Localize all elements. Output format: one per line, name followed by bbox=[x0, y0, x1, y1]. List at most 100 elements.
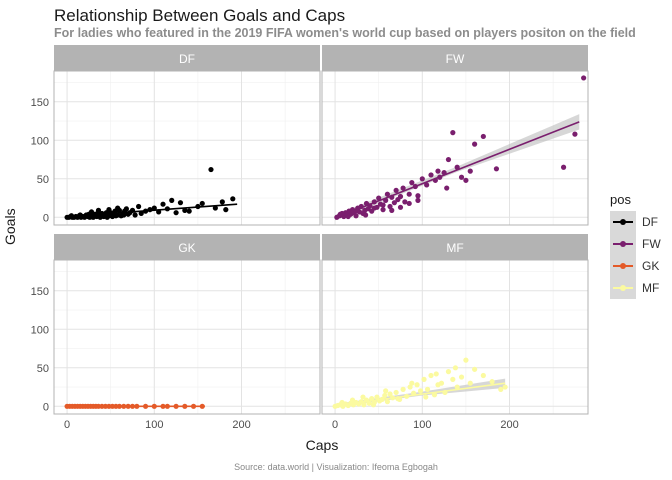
data-point-fw bbox=[581, 75, 587, 81]
data-point-df bbox=[115, 205, 121, 211]
data-point-df bbox=[169, 197, 175, 203]
data-point-fw bbox=[463, 177, 469, 183]
data-point-mf bbox=[467, 380, 473, 386]
y-tick-label: 100 bbox=[31, 135, 49, 147]
x-tick-label: 100 bbox=[145, 419, 163, 431]
legend-item-df: DF bbox=[610, 211, 661, 233]
data-point-df bbox=[223, 207, 229, 213]
data-point-mf bbox=[360, 394, 366, 400]
data-point-mf bbox=[463, 357, 469, 363]
facet-border-gk bbox=[53, 259, 321, 415]
legend-key-gk bbox=[610, 255, 636, 277]
data-point-fw bbox=[415, 193, 421, 199]
data-point-mf bbox=[349, 397, 356, 403]
data-point-fw bbox=[353, 213, 359, 219]
data-point-mf bbox=[450, 376, 456, 382]
facet-panel-gk bbox=[54, 260, 320, 414]
facet-strip-label-df: DF bbox=[179, 52, 195, 66]
data-point-df bbox=[230, 196, 236, 202]
data-point-fw bbox=[428, 172, 434, 178]
facet-strip-label-gk: GK bbox=[178, 241, 195, 255]
data-point-df bbox=[160, 201, 166, 207]
data-point-df bbox=[138, 210, 144, 217]
facet-strip-df bbox=[54, 45, 320, 71]
data-point-fw bbox=[415, 197, 421, 203]
legend-label-gk: GK bbox=[642, 259, 660, 273]
data-point-fw bbox=[384, 191, 391, 197]
data-point-mf bbox=[428, 372, 434, 379]
legend: pos DF FW GK MF bbox=[610, 192, 661, 299]
data-point-fw bbox=[371, 205, 377, 211]
legend-item-mf: MF bbox=[610, 277, 661, 299]
legend-key-mf bbox=[610, 277, 636, 299]
y-tick-label: 50 bbox=[37, 174, 49, 186]
data-point-fw bbox=[406, 191, 412, 197]
data-point-fw bbox=[560, 164, 567, 170]
data-point-fw bbox=[391, 200, 397, 206]
data-point-mf bbox=[502, 384, 508, 390]
y-tick-label: 50 bbox=[37, 363, 49, 375]
data-point-df bbox=[121, 212, 127, 218]
facet-strip-label-fw: FW bbox=[446, 52, 465, 66]
facet-strip-mf bbox=[322, 234, 588, 260]
x-axis-label: Caps bbox=[305, 437, 339, 453]
y-axis-label: Goals bbox=[2, 208, 18, 245]
data-point-fw bbox=[397, 193, 404, 200]
data-point-mf bbox=[480, 372, 486, 379]
chart-title: Relationship Between Goals and Caps bbox=[54, 6, 346, 25]
y-tick-label: 100 bbox=[31, 324, 49, 336]
data-point-fw bbox=[472, 141, 478, 147]
data-point-fw bbox=[435, 168, 441, 174]
data-point-mf bbox=[445, 369, 452, 375]
data-point-mf bbox=[393, 389, 399, 396]
legend-label-df: DF bbox=[642, 215, 658, 229]
y-tick-label: 150 bbox=[31, 97, 49, 109]
facet-panel-df bbox=[54, 71, 320, 225]
facet-strip-gk bbox=[54, 234, 320, 260]
source-caption: Source: data.world | Visualization: Ifeo… bbox=[234, 462, 438, 472]
data-point-fw bbox=[345, 213, 351, 220]
data-point-mf bbox=[454, 384, 460, 390]
trend-line-fw bbox=[334, 121, 580, 219]
data-point-mf bbox=[438, 380, 445, 386]
data-point-df bbox=[88, 209, 95, 215]
data-point-mf bbox=[472, 366, 478, 372]
legend-label-mf: MF bbox=[642, 281, 660, 295]
data-point-fw bbox=[402, 199, 408, 205]
y-tick-label: 150 bbox=[31, 286, 49, 298]
data-point-fw bbox=[424, 182, 430, 188]
data-point-fw bbox=[458, 174, 465, 180]
data-point-fw bbox=[444, 185, 450, 191]
data-point-mf bbox=[387, 391, 393, 397]
data-point-fw bbox=[397, 204, 404, 210]
trend-line-df bbox=[67, 203, 238, 218]
data-point-df bbox=[212, 205, 218, 211]
data-point-df bbox=[95, 207, 102, 213]
data-point-mf bbox=[400, 386, 406, 392]
chart-subtitle: For ladies who featured in the 2019 FIFA… bbox=[54, 26, 636, 40]
data-point-fw bbox=[454, 164, 460, 170]
data-point-mf bbox=[370, 402, 377, 408]
data-point-fw bbox=[445, 156, 452, 163]
data-point-df bbox=[106, 207, 112, 213]
x-tick-label: 0 bbox=[64, 419, 70, 431]
data-point-mf bbox=[361, 402, 367, 408]
data-point-fw bbox=[572, 131, 578, 137]
data-point-df bbox=[132, 212, 138, 218]
data-point-fw bbox=[419, 176, 425, 182]
data-point-df bbox=[182, 207, 188, 213]
facet-border-df bbox=[53, 70, 321, 226]
legend-label-fw: FW bbox=[642, 237, 661, 251]
trend-line-mf bbox=[334, 382, 506, 407]
data-point-mf bbox=[423, 394, 429, 400]
y-tick-label: 0 bbox=[43, 401, 49, 413]
legend-key-df bbox=[610, 211, 636, 233]
data-point-df bbox=[208, 166, 214, 173]
legend-key-fw bbox=[610, 233, 636, 255]
facet-strip-label-mf: MF bbox=[446, 241, 463, 255]
y-tick-label: 0 bbox=[43, 212, 49, 224]
data-point-fw bbox=[389, 207, 395, 213]
data-point-mf bbox=[424, 386, 431, 392]
data-point-fw bbox=[480, 133, 486, 140]
